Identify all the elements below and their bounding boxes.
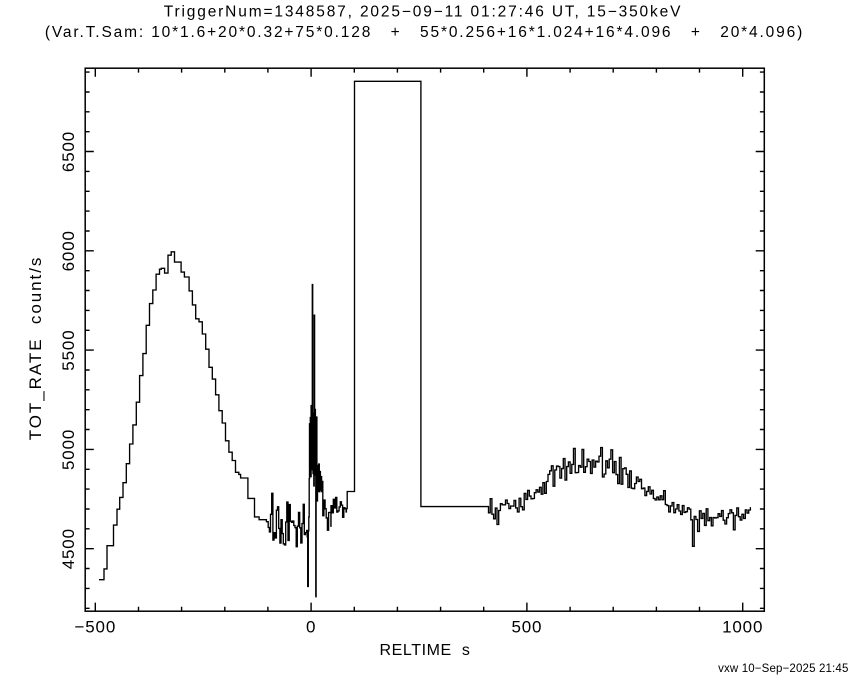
svg-text:4500: 4500 xyxy=(59,528,78,569)
svg-text:TOT_RATE count/s: TOT_RATE count/s xyxy=(26,256,45,441)
svg-text:vxw 10−Sep−2025 21:45: vxw 10−Sep−2025 21:45 xyxy=(718,663,848,675)
svg-text:6000: 6000 xyxy=(59,230,78,271)
svg-text:1000: 1000 xyxy=(722,618,763,637)
svg-text:500: 500 xyxy=(511,618,542,637)
svg-text:5500: 5500 xyxy=(59,329,78,370)
svg-text:−500: −500 xyxy=(74,618,116,637)
svg-text:0: 0 xyxy=(306,618,316,637)
svg-text:5000: 5000 xyxy=(59,429,78,470)
svg-text:TriggerNum=1348587, 2025−09−11: TriggerNum=1348587, 2025−09−11 01:27:46 … xyxy=(164,4,683,21)
svg-text:6500: 6500 xyxy=(59,131,78,172)
svg-text:RELTIME s: RELTIME s xyxy=(379,642,470,659)
svg-text:(Var.T.Sam: 10*1.6+20*0.32+75*: (Var.T.Sam: 10*1.6+20*0.32+75*0.128 + 55… xyxy=(45,24,804,41)
